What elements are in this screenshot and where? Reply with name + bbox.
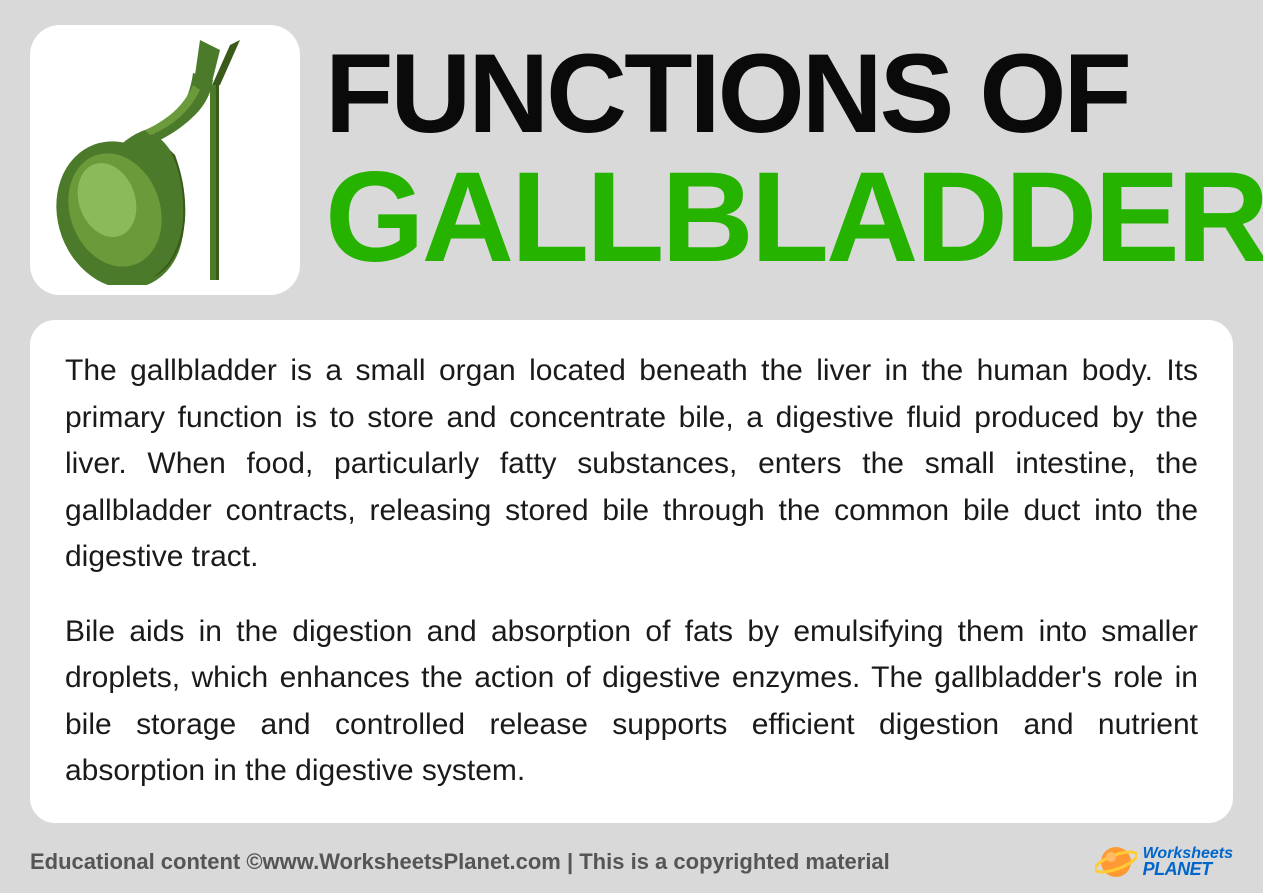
footer: Educational content ©www.WorksheetsPlane… [0,833,1263,893]
logo-text: Worksheets PLANET [1143,847,1233,878]
planet-icon [1095,841,1137,883]
footer-text: Educational content ©www.WorksheetsPlane… [30,849,890,875]
content-box: The gallbladder is a small organ located… [30,320,1233,823]
title-line-1: FUNCTIONS OF [325,41,1263,147]
title-line-2: GALLBLADDER [325,157,1263,279]
gallbladder-icon [45,35,285,285]
header: FUNCTIONS OF GALLBLADDER [0,0,1263,310]
paragraph-2: Bile aids in the digestion and absorptio… [65,609,1198,795]
logo-text-bottom: PLANET [1143,861,1233,877]
logo: Worksheets PLANET [1095,841,1233,883]
icon-container [30,25,300,295]
title-block: FUNCTIONS OF GALLBLADDER [325,41,1263,279]
paragraph-1: The gallbladder is a small organ located… [65,348,1198,581]
